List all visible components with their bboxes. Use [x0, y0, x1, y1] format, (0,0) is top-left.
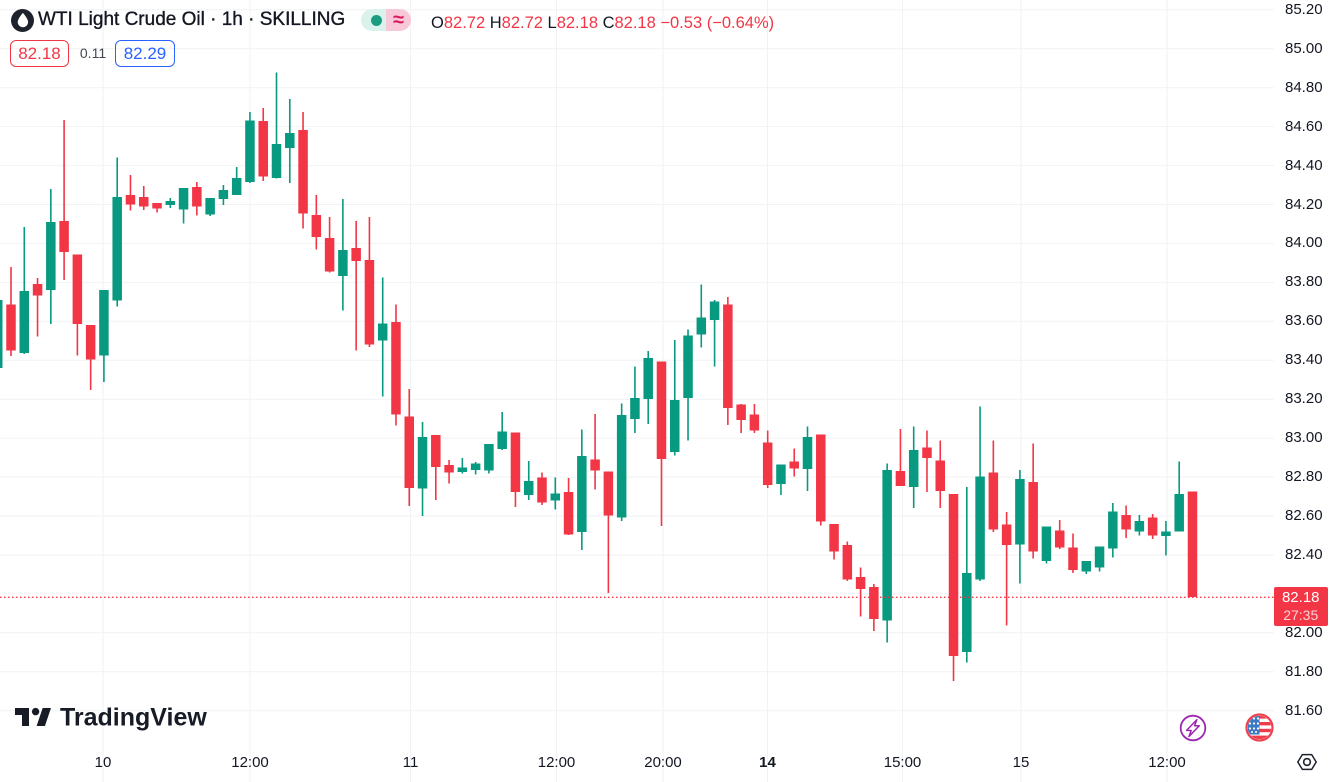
svg-text:TradingView: TradingView: [60, 704, 207, 732]
